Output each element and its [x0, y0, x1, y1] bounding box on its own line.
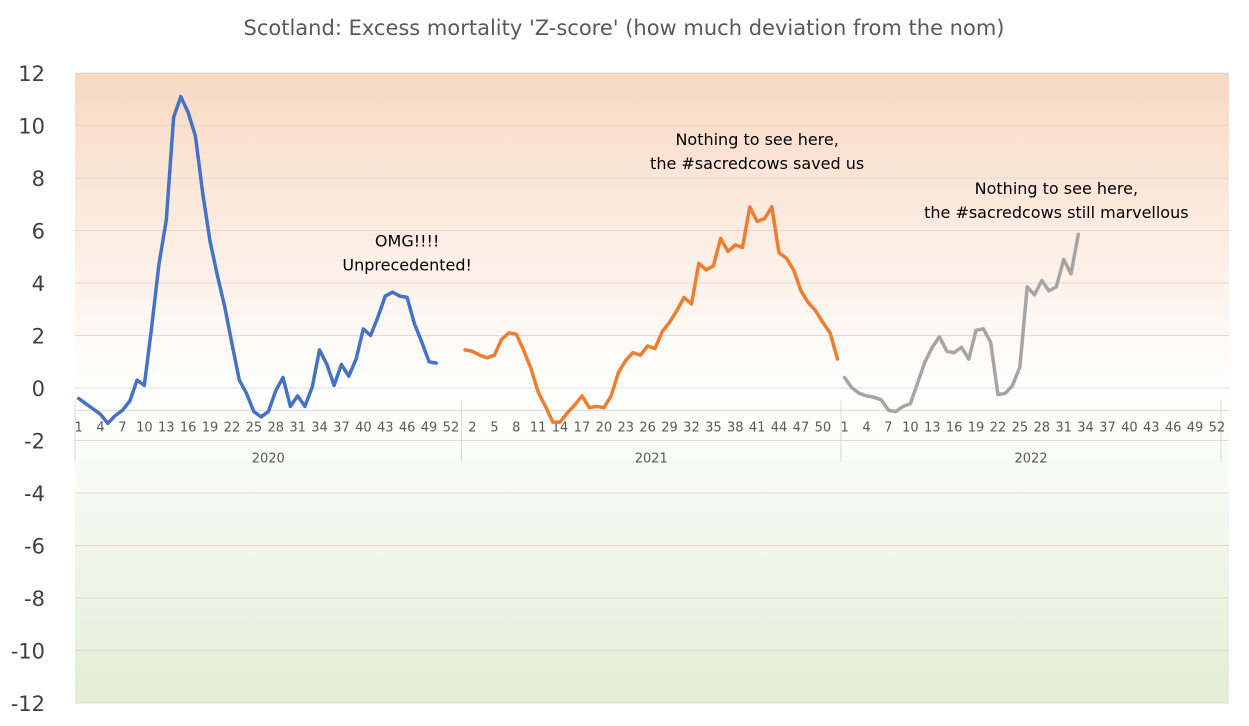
- y-tick-label: -8: [24, 587, 45, 611]
- x-tick-label: 22: [990, 420, 1007, 435]
- annotation-line: Nothing to see here,: [975, 179, 1138, 198]
- x-tick-label: 28: [267, 420, 284, 435]
- x-tick-label: 8: [512, 420, 520, 435]
- y-tick-label: 6: [32, 220, 45, 244]
- x-tick-label: 10: [136, 420, 153, 435]
- x-tick-label: 40: [355, 420, 372, 435]
- data-series: [76, 94, 1081, 426]
- annotation: Nothing to see here, the #sacredcows stil…: [924, 179, 1188, 222]
- x-tick-label: 52: [443, 420, 460, 435]
- x-tick-label: 35: [705, 420, 722, 435]
- y-tick-label: 2: [32, 325, 45, 349]
- annotation-line: the #sacredcows saved us: [650, 154, 864, 173]
- x-tick-label: 40: [1121, 420, 1138, 435]
- x-tick-label: 46: [399, 420, 416, 435]
- x-tick-label: 43: [1143, 420, 1160, 435]
- year-label: 2022: [1014, 451, 1047, 466]
- x-tick-label: 47: [793, 420, 810, 435]
- annotation-line: OMG!!!!: [375, 231, 439, 250]
- x-tick-label: 13: [924, 420, 941, 435]
- year-label: 2020: [252, 451, 285, 466]
- x-tick-label: 4: [96, 420, 104, 435]
- y-tick-label: -4: [24, 482, 45, 506]
- annotations: OMG!!!! Unprecedented! Nothing to see here…: [342, 130, 1188, 274]
- x-tick-label: 34: [311, 420, 328, 435]
- x-tick-label: 19: [202, 420, 219, 435]
- x-tick-label: 22: [224, 420, 241, 435]
- series-line-2022: [842, 232, 1081, 414]
- x-tick-label: 44: [771, 420, 788, 435]
- y-tick-label: 8: [32, 167, 45, 191]
- x-tick-label: 25: [1012, 420, 1029, 435]
- y-tick-label: 0: [32, 377, 45, 401]
- x-tick-label: 7: [118, 420, 126, 435]
- x-tick-label: 16: [946, 420, 963, 435]
- y-tick-label: -10: [11, 640, 45, 664]
- x-tick-label: 32: [683, 420, 700, 435]
- x-tick-label: 13: [158, 420, 175, 435]
- x-tick-label: 41: [749, 420, 766, 435]
- chart-title: Scotland: Excess mortality 'Z-score' (ho…: [244, 16, 1005, 40]
- x-tick-label: 4: [862, 420, 870, 435]
- annotation: OMG!!!! Unprecedented!: [342, 231, 472, 274]
- x-tick-label: 34: [1077, 420, 1094, 435]
- y-tick-label: -12: [11, 692, 45, 716]
- annotation: Nothing to see here, the #sacredcows save…: [650, 130, 864, 173]
- y-tick-label: -2: [24, 430, 45, 454]
- x-tick-label: 31: [289, 420, 306, 435]
- x-tick-label: 49: [1187, 420, 1204, 435]
- y-tick-label: 10: [18, 115, 45, 139]
- x-tick-label: 10: [902, 420, 919, 435]
- annotation-line: Nothing to see here,: [675, 130, 838, 149]
- x-tick-label: 46: [1165, 420, 1182, 435]
- x-tick-label: 16: [180, 420, 197, 435]
- x-tick-label: 20: [596, 420, 613, 435]
- x-tick-label: 31: [1055, 420, 1072, 435]
- x-tick-label: 43: [377, 420, 394, 435]
- year-label: 2021: [635, 451, 668, 466]
- x-tick-label: 14: [552, 420, 569, 435]
- x-tick-label: 26: [639, 420, 656, 435]
- x-tick-label: 52: [1209, 420, 1226, 435]
- annotation-line: the #sacredcows still marvellous: [924, 203, 1188, 222]
- x-tick-label: 17: [574, 420, 591, 435]
- x-tick-label: 37: [1099, 420, 1116, 435]
- x-tick-label: 1: [75, 420, 83, 435]
- x-tick-label: 19: [968, 420, 985, 435]
- x-tick-label: 50: [815, 420, 832, 435]
- y-tick-label: 12: [18, 62, 45, 86]
- x-tick-label: 37: [333, 420, 350, 435]
- x-tick-label: 1: [841, 420, 849, 435]
- x-tick-label: 5: [490, 420, 498, 435]
- x-tick-label: 25: [246, 420, 263, 435]
- x-tick-label: 28: [1033, 420, 1050, 435]
- x-tick-label: 23: [617, 420, 634, 435]
- x-axis: 1 4 7 10 13 16 19 22 25 28 31 34 37 40 43 46 49 52 2 5 8 11 14…: [74, 400, 1229, 466]
- x-tick-label: 38: [727, 420, 744, 435]
- annotation-line: Unprecedented!: [342, 255, 472, 274]
- y-tick-label: 4: [32, 272, 45, 296]
- x-tick-label: 11: [530, 420, 547, 435]
- gridlines: [75, 72, 1229, 704]
- x-tick-label: 7: [884, 420, 892, 435]
- y-tick-label: -6: [24, 535, 45, 559]
- x-tick-label: 29: [661, 420, 678, 435]
- y-axis-tick-labels: 12 10 8 6 4 2 0 -2 -4 -6 -8 -10 -12: [11, 62, 45, 716]
- x-tick-label: 2: [468, 420, 476, 435]
- series-line-2021: [463, 205, 840, 424]
- series-line-2020: [76, 94, 439, 426]
- x-tick-label: 49: [421, 420, 438, 435]
